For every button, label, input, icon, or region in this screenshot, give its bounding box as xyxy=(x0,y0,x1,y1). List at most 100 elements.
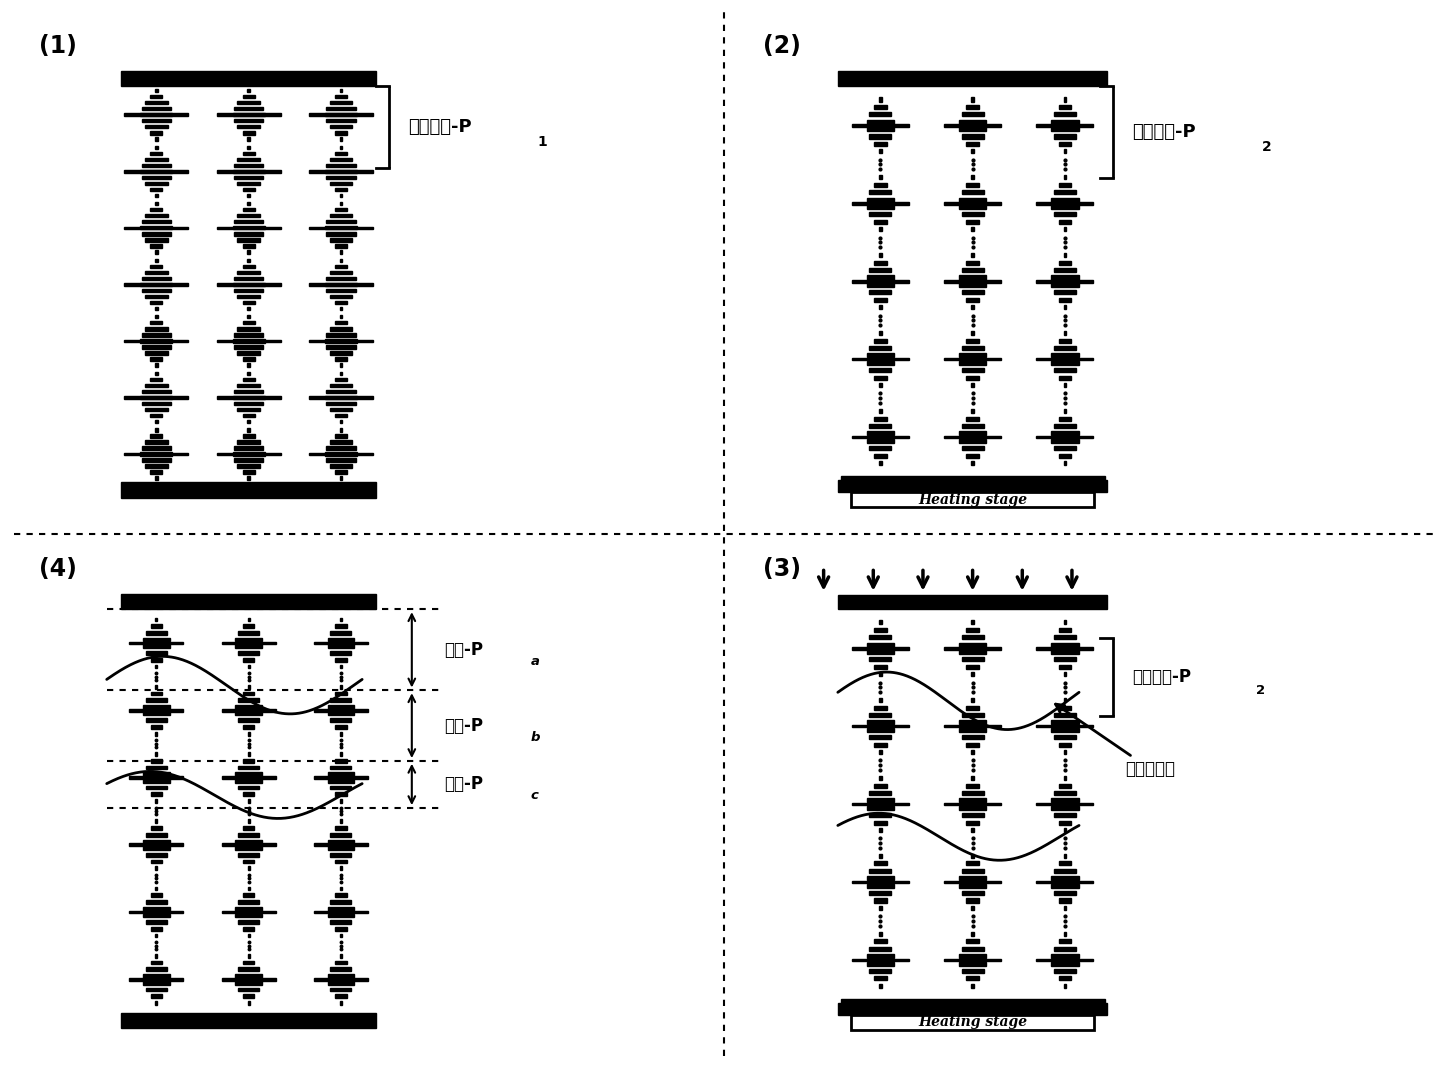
Bar xyxy=(944,647,1001,650)
Bar xyxy=(235,402,264,405)
Bar xyxy=(235,446,264,449)
Bar xyxy=(875,939,886,943)
Bar xyxy=(145,158,168,161)
Bar xyxy=(324,283,356,286)
Bar xyxy=(966,453,979,458)
Bar xyxy=(140,113,172,116)
Bar xyxy=(151,95,162,98)
Bar xyxy=(875,142,886,146)
Bar xyxy=(151,188,162,191)
Bar xyxy=(869,212,892,217)
Bar xyxy=(143,907,169,910)
Bar xyxy=(1054,368,1076,372)
Bar xyxy=(233,452,265,456)
Bar xyxy=(340,732,342,735)
Bar xyxy=(959,728,986,732)
Bar xyxy=(851,492,1093,508)
Bar xyxy=(327,907,353,910)
Bar xyxy=(1037,724,1093,728)
Bar xyxy=(875,861,886,865)
Bar xyxy=(966,743,979,747)
Bar xyxy=(1054,112,1076,116)
Bar xyxy=(1054,791,1076,795)
Text: 聚合物网络: 聚合物网络 xyxy=(1056,704,1174,778)
Bar xyxy=(879,175,882,179)
Bar xyxy=(966,976,979,981)
Bar xyxy=(966,376,979,380)
Bar xyxy=(961,212,983,217)
Bar xyxy=(1064,253,1066,257)
Bar xyxy=(237,464,259,467)
Bar xyxy=(944,280,1001,283)
Bar xyxy=(340,934,342,938)
Bar xyxy=(155,665,158,668)
Bar xyxy=(308,226,372,229)
Bar xyxy=(248,364,251,367)
Bar xyxy=(334,826,346,830)
Bar xyxy=(151,793,162,796)
Bar xyxy=(155,866,158,871)
Bar xyxy=(869,112,892,116)
Bar xyxy=(972,305,973,309)
Bar xyxy=(944,724,1001,728)
Bar xyxy=(340,752,342,755)
Bar xyxy=(324,170,356,173)
Bar xyxy=(155,954,158,957)
Bar xyxy=(155,934,158,938)
Bar xyxy=(327,913,353,918)
Bar xyxy=(1051,650,1079,654)
Bar xyxy=(248,371,251,375)
Bar xyxy=(1064,854,1066,858)
Bar xyxy=(972,383,973,387)
Bar xyxy=(327,712,353,716)
Bar xyxy=(235,333,264,336)
Bar xyxy=(327,644,353,648)
Bar xyxy=(869,891,892,895)
Bar xyxy=(308,339,372,343)
Bar xyxy=(869,368,892,372)
Bar xyxy=(326,389,356,393)
Bar xyxy=(1051,876,1079,880)
Bar xyxy=(972,931,973,936)
Bar xyxy=(334,321,348,324)
Bar xyxy=(242,321,255,324)
Bar xyxy=(125,283,188,286)
Bar xyxy=(334,434,348,437)
Bar xyxy=(142,333,171,336)
Bar xyxy=(1058,142,1072,146)
Bar xyxy=(155,685,158,688)
Bar xyxy=(944,958,1001,961)
Bar xyxy=(151,691,162,696)
Bar xyxy=(1054,635,1076,639)
Bar xyxy=(142,289,171,292)
Bar xyxy=(237,651,259,655)
Bar xyxy=(972,461,973,465)
Bar xyxy=(1051,720,1079,724)
Bar xyxy=(248,202,251,205)
Bar xyxy=(1054,212,1076,217)
Bar xyxy=(966,898,979,903)
Bar xyxy=(125,113,188,116)
Bar xyxy=(222,843,275,846)
Bar xyxy=(120,1013,376,1028)
Bar xyxy=(875,453,886,458)
Bar xyxy=(125,452,188,456)
Bar xyxy=(1058,182,1072,187)
Bar xyxy=(155,371,158,375)
Bar xyxy=(324,452,356,456)
Bar xyxy=(330,125,352,128)
Bar xyxy=(327,840,353,843)
Bar xyxy=(1058,976,1072,981)
Bar xyxy=(972,984,973,988)
Bar xyxy=(838,70,1108,86)
Bar xyxy=(143,974,169,977)
Bar xyxy=(326,289,356,292)
Bar xyxy=(959,431,986,435)
Text: 1: 1 xyxy=(537,134,547,148)
Bar xyxy=(334,893,346,897)
Bar xyxy=(155,819,158,823)
Bar xyxy=(248,428,251,431)
Bar xyxy=(1037,802,1093,806)
Bar xyxy=(142,459,171,462)
Bar xyxy=(875,105,886,109)
